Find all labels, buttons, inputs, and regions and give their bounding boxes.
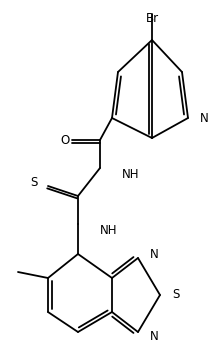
Text: NH: NH <box>100 224 117 237</box>
Text: N: N <box>150 329 159 342</box>
Text: N: N <box>200 112 209 125</box>
Text: O: O <box>60 133 70 146</box>
Text: N: N <box>150 247 159 260</box>
Text: S: S <box>30 176 38 189</box>
Text: Br: Br <box>145 12 159 25</box>
Text: NH: NH <box>122 168 139 181</box>
Text: S: S <box>172 288 179 301</box>
